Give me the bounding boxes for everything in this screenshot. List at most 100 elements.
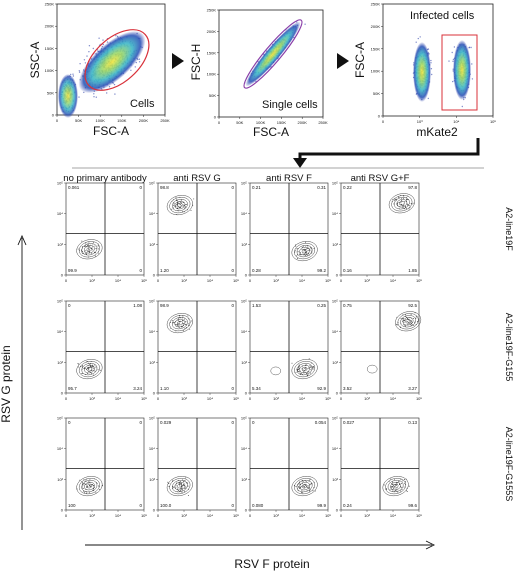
grid-ytick: 10⁴ <box>241 211 247 216</box>
grid-ytick: 0 <box>61 508 64 513</box>
top1-xtick: 200K <box>139 118 149 123</box>
top1-ytick: 200K <box>45 24 55 29</box>
top3-ytick: 50K <box>373 91 380 96</box>
top2-xtick: 0 <box>218 120 221 125</box>
quadrant-value-ll: 5.34 <box>252 386 261 391</box>
grid-xtick: 0 <box>340 278 343 283</box>
grid-xtick: 10⁵ <box>233 513 239 518</box>
top3-ytick: 100K <box>371 69 381 74</box>
top1-xtick: 100K <box>96 118 106 123</box>
row-label: A2-line19F-G155 <box>504 313 514 382</box>
top2-ytick: 250K <box>207 8 217 13</box>
top2-xtick: 150K <box>277 120 287 125</box>
quadrant-value-ul: 0.061 <box>68 185 80 190</box>
grid-ytick: 10⁴ <box>149 329 155 334</box>
grid-xtick: 10⁴ <box>207 278 213 283</box>
contour-panel: 00 10³ 10³ 10⁴ 10⁴ 10⁵ 10⁵ 1.53 0.25 5.34 92.9 <box>241 299 332 402</box>
grid-xtick: 0 <box>249 396 252 401</box>
quadrant-value-lr: 99.9 <box>317 503 326 508</box>
quadrant-value-lr: 99.2 <box>317 268 326 273</box>
top3-xtick: 10³ <box>417 119 423 124</box>
grid-ytick: 10⁵ <box>57 416 63 421</box>
row-label: A2-line19F <box>504 207 514 251</box>
top2-xtick: 250K <box>318 120 328 125</box>
top-panel-cells: Cells 0 50K 100K 150K 200K 250K 0 50K 100K 150K 20… <box>28 2 170 139</box>
quadrant-value-ll: 3.52 <box>343 386 352 391</box>
top2-xtick: 50K <box>236 120 243 125</box>
top3-xtick: 0 <box>382 119 385 124</box>
quadrant-value-lr: 0 <box>139 503 142 508</box>
grid-ytick: 10⁵ <box>149 299 155 304</box>
grid-xtick: 0 <box>65 396 68 401</box>
quadrant-value-ll: 100.0 <box>160 503 172 508</box>
quadrant-value-ul: 0.22 <box>343 185 352 190</box>
row-label: A2-line19F-G155S <box>504 427 514 502</box>
grid-xtick: 10⁵ <box>325 396 331 401</box>
quadrant-value-ur: 0 <box>139 420 142 425</box>
gating-arrow-1 <box>172 53 184 69</box>
grid-xtick: 10⁴ <box>207 513 213 518</box>
grid-ytick: 0 <box>61 273 64 278</box>
grid-ytick: 0 <box>61 391 64 396</box>
grid-xtick: 0 <box>340 396 343 401</box>
grid-ytick: 10⁵ <box>57 181 63 186</box>
grid-ytick: 10³ <box>332 242 338 247</box>
grid-ytick: 10⁴ <box>332 329 338 334</box>
grid-ytick: 10⁵ <box>149 416 155 421</box>
grid-ytick: 0 <box>153 508 156 513</box>
quadrant-value-ll: 99.9 <box>68 268 77 273</box>
gate-label-cells: Cells <box>130 98 155 110</box>
grid-xtick: 10⁵ <box>325 513 331 518</box>
grid-ytick: 10⁴ <box>149 211 155 216</box>
contour-panel: 00 10³ 10³ 10⁴ 10⁴ 10⁵ 10⁵ 0.75 92.5 3.52 3.27 <box>332 299 423 402</box>
grid-xtick: 10⁵ <box>416 278 422 283</box>
xlabel-mkate2: mKate2 <box>416 125 458 139</box>
connector-arrow <box>293 138 480 168</box>
grid-ytick: 0 <box>336 273 339 278</box>
quadrant-value-ll: 1.10 <box>160 386 169 391</box>
x-axis-label: RSV F protein <box>234 557 309 571</box>
quadrant-value-ll: 0.080 <box>252 503 264 508</box>
grid-xtick: 10³ <box>89 278 95 283</box>
grid-xtick: 10⁴ <box>390 278 396 283</box>
grid-xtick: 10⁵ <box>141 513 147 518</box>
top3-ytick: 150K <box>371 46 381 51</box>
grid-ytick: 10³ <box>149 477 155 482</box>
grid-ytick: 10⁵ <box>332 299 338 304</box>
single-cells-gate <box>243 19 303 89</box>
grid-xtick: 10³ <box>273 396 279 401</box>
gate-label-infected-cells: Infected cells <box>410 10 475 22</box>
cells-gate <box>84 29 150 91</box>
quadrant-value-lr: 0 <box>231 503 234 508</box>
grid-ytick: 10⁵ <box>241 181 247 186</box>
grid-ytick: 10⁵ <box>332 416 338 421</box>
ylabel-fsc-a-3: FSC-A <box>353 42 367 78</box>
grid-xtick: 10⁵ <box>233 278 239 283</box>
quadrant-value-ul: 0.21 <box>252 185 261 190</box>
grid-xtick: 10⁵ <box>416 513 422 518</box>
grid-ytick: 10³ <box>241 242 247 247</box>
gating-arrow-2 <box>337 53 349 69</box>
quadrant-value-ul: 0 <box>68 303 71 308</box>
grid-xtick: 0 <box>249 513 252 518</box>
grid-ytick: 10⁴ <box>57 329 63 334</box>
grid-xtick: 10³ <box>364 278 370 283</box>
quadrant-value-ul: 98.9 <box>160 303 169 308</box>
grid-xtick: 10³ <box>364 396 370 401</box>
quadrant-value-ur: 0 <box>231 303 234 308</box>
grid-ytick: 10⁴ <box>57 446 63 451</box>
grid-xtick: 0 <box>65 513 68 518</box>
column-header: anti RSV G <box>173 173 221 184</box>
top2-ytick: 100K <box>207 72 217 77</box>
grid-ytick: 10³ <box>149 360 155 365</box>
top1-ytick: 150K <box>45 46 55 51</box>
top2-xtick: 200K <box>298 120 308 125</box>
xlabel-fsc-a-2: FSC-A <box>253 125 289 139</box>
grid-ytick: 0 <box>245 508 248 513</box>
grid-xtick: 10⁵ <box>141 396 147 401</box>
